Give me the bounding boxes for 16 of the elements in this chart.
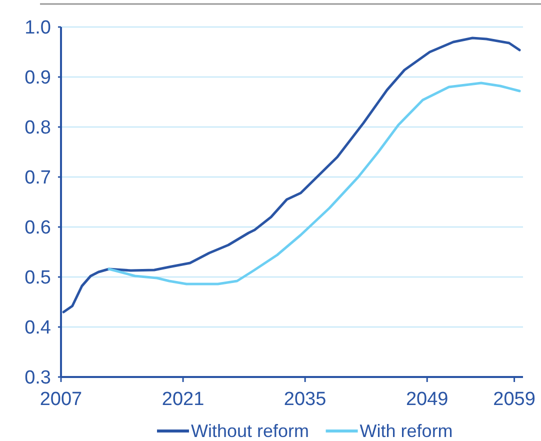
x-tick-label: 2021 bbox=[162, 389, 204, 410]
y-tick-label: 0.6 bbox=[24, 218, 51, 239]
x-tick-label: 2035 bbox=[284, 389, 326, 410]
legend-label: Without reform bbox=[191, 421, 310, 441]
line-series bbox=[108, 82, 521, 286]
y-tick-label: 0.7 bbox=[24, 168, 51, 189]
y-tick-label: 1.0 bbox=[24, 18, 51, 39]
y-tick-label: 0.8 bbox=[24, 118, 51, 139]
x-tick-label: 2007 bbox=[40, 389, 82, 410]
x-tick-label: 2049 bbox=[406, 389, 448, 410]
legend-label: With reform bbox=[360, 421, 453, 441]
y-tick-label: 0.3 bbox=[24, 368, 51, 389]
y-tick-label: 0.5 bbox=[24, 268, 51, 289]
x-tick-label: 2059 bbox=[493, 389, 536, 410]
y-tick-label: 0.4 bbox=[24, 318, 52, 339]
y-tick-label: 0.9 bbox=[24, 68, 51, 89]
